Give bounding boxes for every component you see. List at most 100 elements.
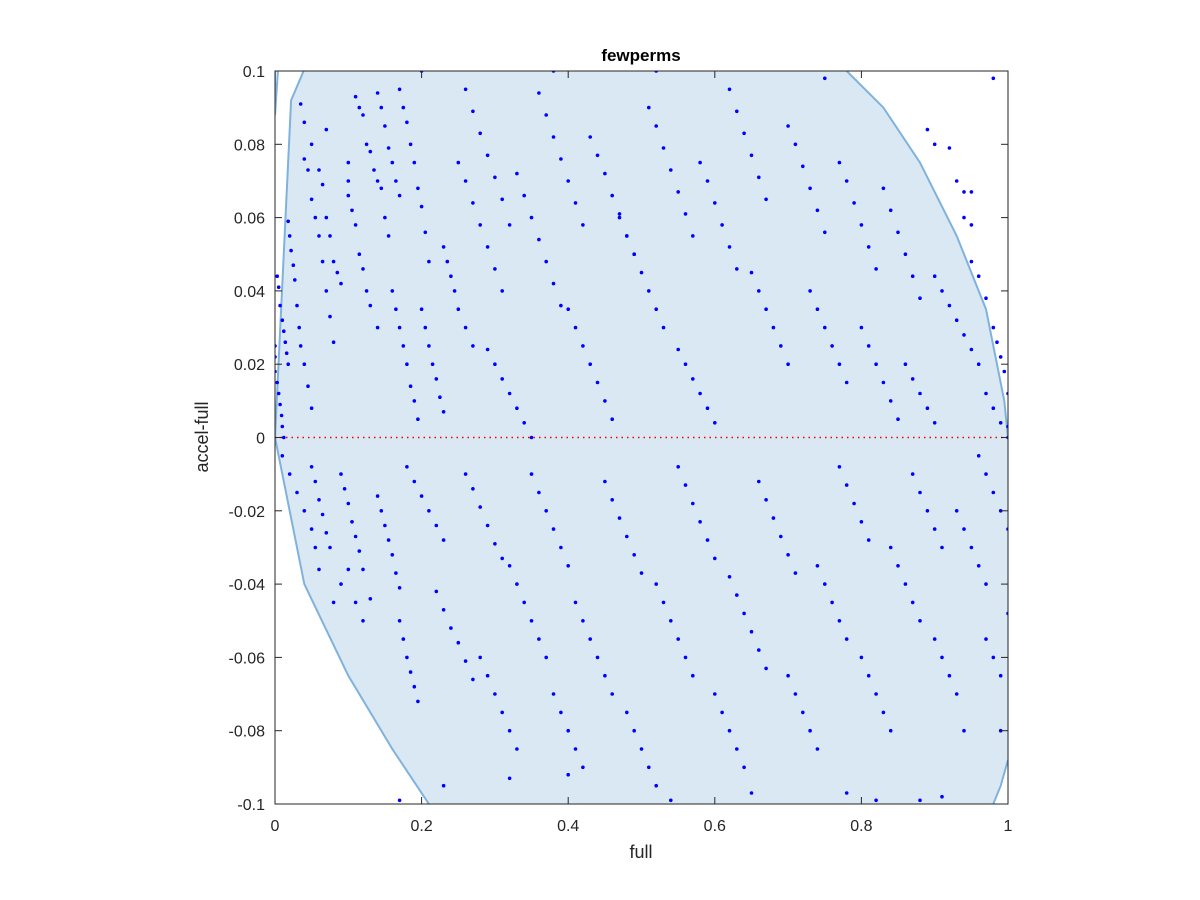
data-point [815,564,820,568]
data-point [962,527,966,531]
data-point [991,76,996,81]
data-point [742,611,746,616]
data-point [808,186,812,191]
data-point [566,564,570,568]
data-point [515,747,519,751]
data-point [375,179,380,183]
data-point [507,776,512,781]
data-point [522,600,526,605]
data-point [438,395,442,400]
data-point [430,362,435,367]
data-point [537,490,541,495]
data-point [962,333,966,337]
data-point [830,600,834,605]
region-right-boundary [845,71,1008,438]
data-point [412,684,417,689]
data-point [925,127,930,132]
data-point [515,406,519,411]
data-point [500,710,505,715]
data-point [581,765,585,770]
data-point [654,124,658,128]
data-point [324,531,329,535]
data-point [278,402,282,407]
x-tick-label: 1 [1004,818,1013,835]
data-point [544,259,548,264]
data-point [423,325,428,330]
data-point [617,516,622,520]
data-point [940,545,944,550]
data-point [815,307,820,312]
data-point [866,344,871,348]
data-point [969,545,974,550]
data-point [647,289,651,293]
data-point [742,131,746,136]
data-point [452,289,457,293]
data-point [397,193,402,198]
data-point [888,728,893,733]
data-point [276,391,281,396]
data-point [698,391,702,396]
data-point [815,208,820,213]
y-axis-label: accel-full [192,401,212,472]
data-point [654,307,658,312]
data-point [346,160,351,165]
data-point [287,472,292,476]
data-point [544,655,548,660]
data-point [559,157,563,161]
data-point [485,523,490,528]
data-point [735,593,739,597]
data-point [823,76,827,81]
data-point [529,215,534,220]
data-point [350,520,354,524]
data-point [390,160,395,165]
data-point [463,472,468,476]
y-tick-label: 0.1 [243,64,265,81]
data-point [617,212,622,216]
y-tick-label: -0.02 [229,504,266,521]
data-point [368,149,373,154]
data-point [588,135,592,139]
data-point [485,245,490,249]
data-point [925,509,930,513]
data-point [954,318,959,323]
data-point [282,329,286,334]
data-point [808,289,812,293]
data-point [757,175,761,180]
x-tick-label: 0.8 [850,818,872,835]
data-point [379,186,384,191]
data-point [361,567,365,572]
data-point [1002,369,1007,374]
data-point [353,600,358,605]
data-point [412,399,417,403]
data-point [998,421,1003,425]
data-point [361,113,365,117]
data-point [551,692,556,696]
data-point [478,505,483,509]
data-point [485,153,490,158]
data-point [844,637,849,641]
data-point [881,710,886,715]
data-point [595,153,600,158]
data-point [375,494,380,498]
data-point [844,483,849,487]
data-point [280,454,285,458]
data-point [423,230,428,235]
data-point [276,285,281,290]
data-point [573,325,578,330]
data-point [573,600,578,605]
data-point [309,465,314,469]
data-point [302,157,307,161]
data-point [286,219,291,224]
data-point [962,728,966,733]
data-point [500,197,505,202]
data-point [372,168,376,172]
data-point [837,362,842,367]
data-point [328,314,332,319]
data-point [610,193,614,198]
data-point [581,344,585,348]
data-point [683,655,688,660]
data-point [823,325,827,330]
data-point [991,655,996,660]
data-point [275,380,280,385]
data-point [284,351,289,356]
